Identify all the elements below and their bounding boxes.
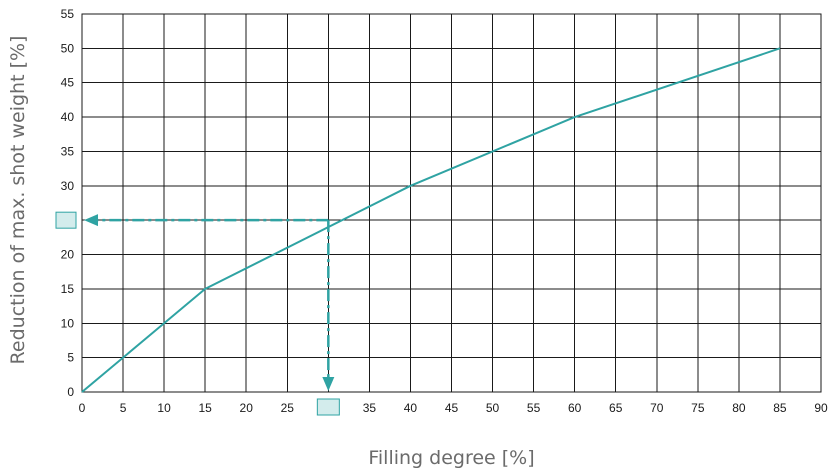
- y-tick-label: 10: [61, 316, 75, 330]
- x-tick-label: 85: [773, 401, 787, 415]
- x-tick-label: 90: [814, 401, 828, 415]
- down-arrowhead: [322, 377, 335, 391]
- y-tick-label: 45: [61, 76, 75, 90]
- x-tick-label: 70: [650, 401, 664, 415]
- series-layer: [81, 47, 781, 393]
- y-tick-label: 50: [61, 41, 75, 55]
- x-axis-title: Filling degree [%]: [368, 447, 534, 469]
- x-tick-label: 10: [157, 401, 171, 415]
- x-tick-label: 25: [281, 401, 295, 415]
- series-line: [81, 47, 781, 393]
- y-axis-title: Reduction of max. shot weight [%]: [7, 36, 29, 365]
- y-tick-label: 30: [61, 179, 75, 193]
- x-tick-label: 60: [568, 401, 582, 415]
- y-tick-label: 35: [61, 144, 75, 158]
- x-tick-label: 55: [527, 401, 541, 415]
- x-tick-labels: 051015202530354045505560657075808590: [79, 401, 828, 415]
- y-highlight-box: [55, 211, 77, 229]
- y-tick-label: 5: [67, 351, 74, 365]
- x-tick-label: 40: [404, 401, 418, 415]
- x-tick-label: 5: [120, 401, 127, 415]
- y-tick-label: 55: [61, 7, 75, 21]
- x-tick-label: 15: [198, 401, 212, 415]
- x-tick-label: 75: [691, 401, 705, 415]
- annotation: [55, 211, 340, 416]
- y-tick-label: 0: [67, 385, 74, 399]
- x-tick-label: 20: [240, 401, 254, 415]
- left-arrowhead: [84, 214, 98, 227]
- plot-frame: [81, 13, 822, 393]
- x-tick-label: 0: [79, 401, 86, 415]
- y-tick-label: 20: [61, 248, 75, 262]
- x-tick-label: 50: [486, 401, 500, 415]
- x-tick-label: 80: [732, 401, 746, 415]
- x-tick-label: 45: [445, 401, 459, 415]
- x-highlight-box: [316, 398, 340, 416]
- x-tick-label: 35: [363, 401, 377, 415]
- y-tick-labels: 0510152025303540455055: [61, 7, 75, 399]
- x-tick-label: 65: [609, 401, 623, 415]
- y-tick-label: 40: [61, 110, 75, 124]
- y-tick-label: 15: [61, 282, 75, 296]
